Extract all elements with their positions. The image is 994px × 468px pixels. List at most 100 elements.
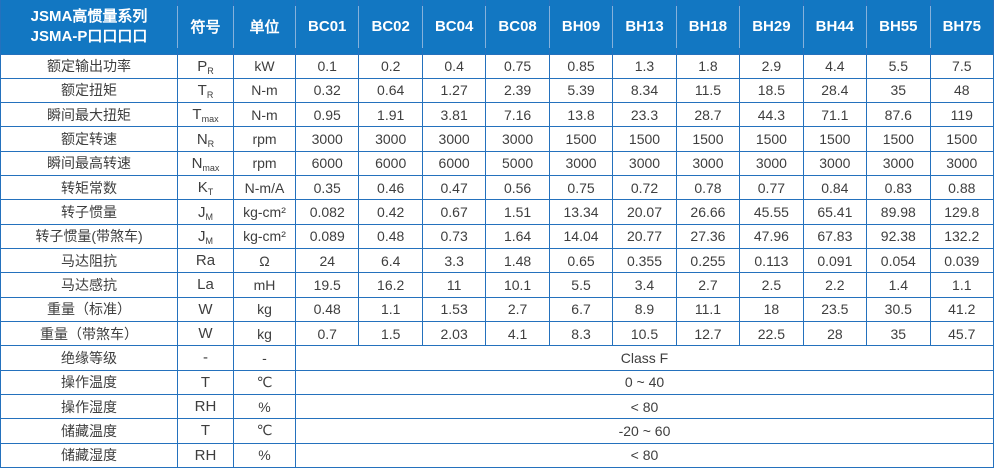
table-row: 转子惯量 JM kg-cm² 0.082 0.42 0.67 1.51 13.34 20.07 2… <box>0 199 994 225</box>
symbol-main: T <box>197 81 207 99</box>
value-cell: 1500 <box>675 126 741 152</box>
value-cell: 3000 <box>675 150 741 177</box>
value-cell: 13.8 <box>548 102 614 128</box>
model-column-header-bh55: BH55 <box>866 0 931 55</box>
merged-value-cell: < 80 <box>295 393 994 420</box>
value-cell: 1.5 <box>358 320 423 347</box>
unit-cell: N-m <box>233 102 296 128</box>
model-column-header-bh29: BH29 <box>739 0 804 55</box>
value-cell: 0.65 <box>548 247 614 274</box>
unit-cell: kg-cm² <box>233 223 296 250</box>
merged-value-cell: -20 ~ 60 <box>295 418 994 444</box>
value-cell: 2.7 <box>485 296 550 322</box>
value-cell: 89.98 <box>866 199 931 225</box>
symbol-main: K <box>197 179 208 197</box>
value-cell: 71.1 <box>802 102 868 128</box>
value-cell: 28.7 <box>675 102 741 128</box>
table-title-line1: JSMA高惯量系列 <box>30 8 148 26</box>
symbol-cell: KT <box>177 175 234 201</box>
row-label: 重量（带煞车） <box>0 320 178 347</box>
value-cell: 1.48 <box>485 247 550 274</box>
value-cell: 0.054 <box>866 247 931 274</box>
table-row: 操作湿度 RH% < 80 <box>0 393 994 420</box>
symbol-subscript: max <box>202 162 220 173</box>
value-cell: 0.1 <box>294 53 360 79</box>
row-label: 储藏温度 <box>0 418 178 444</box>
row-label: 转矩常数 <box>0 175 178 201</box>
value-cell: 0.4 <box>421 53 487 79</box>
symbol-cell: - <box>177 345 234 371</box>
value-cell: 47.96 <box>739 223 804 250</box>
symbol-cell: JM <box>177 199 234 225</box>
symbol-subscript: max <box>201 114 219 125</box>
value-cell: 2.7 <box>675 272 741 298</box>
value-cell: 41.2 <box>929 296 994 322</box>
model-column-header-bc08: BC08 <box>485 0 550 55</box>
table-row: 额定转速 NR rpm 3000 3000 3000 3000 1500 1500 1500 150… <box>0 126 994 152</box>
value-cell: 1500 <box>802 126 868 152</box>
unit-cell: kg <box>233 320 296 347</box>
value-cell: 23.5 <box>802 296 868 322</box>
unit-cell: kg <box>233 296 296 322</box>
symbol-main: N <box>196 130 208 148</box>
unit-cell: % <box>233 442 296 468</box>
table-title-line2: JSMA-P口口口口 <box>30 27 148 45</box>
table-row: 转子惯量(带煞车) JM kg-cm² 0.089 0.48 0.73 1.64 14.04 2… <box>0 223 994 250</box>
table-row: 马达感抗 La mH 19.5 16.2 11 10.1 5.5 3.4 2.7 2.5 2.2 1.4… <box>0 272 994 298</box>
value-cell: 3000 <box>739 150 804 177</box>
merged-value-cell: Class F <box>295 345 994 371</box>
symbol-cell: Nmax <box>177 150 234 177</box>
value-cell: 11.1 <box>675 296 741 322</box>
symbol-subscript: M <box>205 235 214 246</box>
value-cell: 3000 <box>358 126 423 152</box>
value-cell: 20.77 <box>612 223 677 250</box>
symbol-main: RH <box>194 446 217 464</box>
value-cell: 8.34 <box>612 77 677 104</box>
symbol-main: T <box>192 106 202 124</box>
value-cell: 26.66 <box>675 199 741 225</box>
unit-cell: kg-cm² <box>233 199 296 225</box>
value-cell: 0.75 <box>548 175 614 201</box>
symbol-cell: Tmax <box>177 102 234 128</box>
value-cell: 5.39 <box>548 77 614 104</box>
value-cell: 0.2 <box>358 53 423 79</box>
value-cell: 0.32 <box>294 77 360 104</box>
row-label: 储藏湿度 <box>0 442 178 468</box>
symbol-column-header: 符号 <box>177 0 234 55</box>
symbol-main: P <box>197 57 208 75</box>
value-cell: 6.7 <box>548 296 614 322</box>
symbol-main: J <box>198 203 206 221</box>
value-cell: 19.5 <box>294 272 360 298</box>
row-label: 额定输出功率 <box>0 53 178 79</box>
value-cell: 0.46 <box>358 175 423 201</box>
value-cell: 0.42 <box>358 199 423 225</box>
value-cell: 1.3 <box>612 53 677 79</box>
value-cell: 1500 <box>866 126 931 152</box>
value-cell: 2.03 <box>421 320 487 347</box>
value-cell: 3000 <box>548 150 614 177</box>
value-cell: 0.72 <box>612 175 677 201</box>
value-cell: 119 <box>929 102 994 128</box>
unit-cell: % <box>233 393 296 420</box>
value-cell: 1.4 <box>866 272 931 298</box>
value-cell: 1500 <box>548 126 614 152</box>
symbol-cell: W <box>177 296 234 322</box>
value-cell: 0.48 <box>358 223 423 250</box>
value-cell: 1.27 <box>421 77 487 104</box>
value-cell: 2.39 <box>485 77 550 104</box>
value-cell: 0.255 <box>675 247 741 274</box>
value-cell: 3000 <box>866 150 931 177</box>
value-cell: 11.5 <box>675 77 741 104</box>
unit-cell: rpm <box>233 150 296 177</box>
value-cell: 27.36 <box>675 223 741 250</box>
row-label: 转子惯量 <box>0 199 178 225</box>
symbol-subscript: R <box>207 138 215 149</box>
value-cell: 5.5 <box>866 53 931 79</box>
value-cell: 3.81 <box>421 102 487 128</box>
symbol-main: W <box>198 325 213 343</box>
symbol-cell: T <box>177 369 234 395</box>
unit-cell: kW <box>233 53 296 79</box>
value-cell: 2.9 <box>739 53 804 79</box>
value-cell: 6000 <box>294 150 360 177</box>
